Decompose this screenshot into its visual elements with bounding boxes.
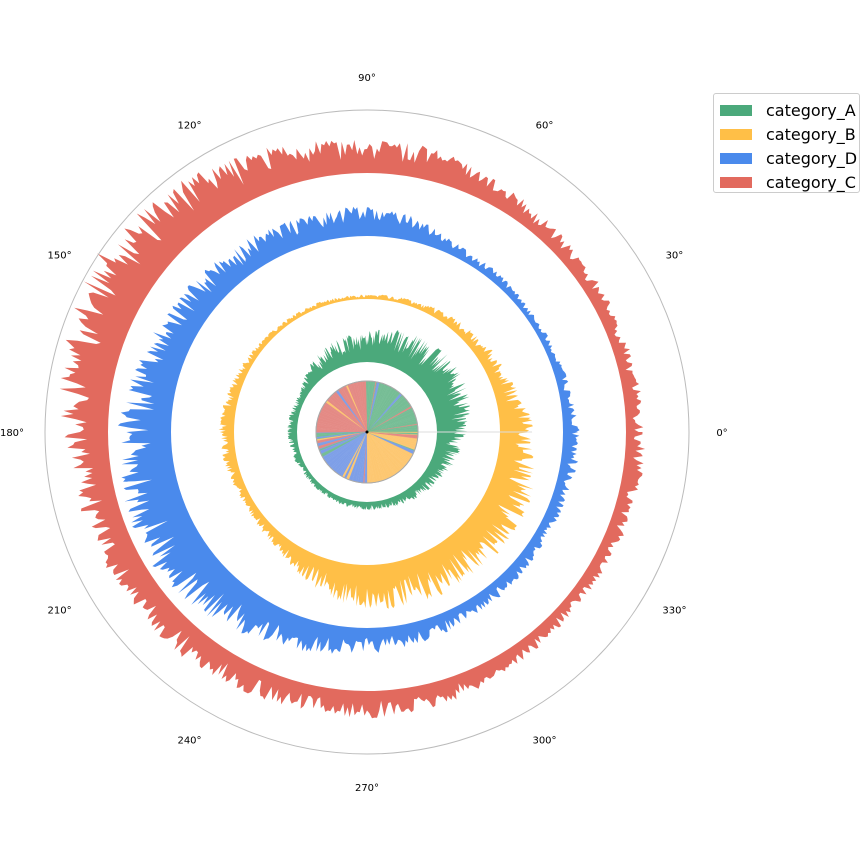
angle-tick-label: 270° (355, 783, 379, 794)
legend-swatch (720, 176, 752, 188)
angle-tick-label: 240° (177, 735, 201, 746)
angle-tick-label: 300° (532, 735, 556, 746)
legend-swatch (720, 128, 752, 140)
legend-label: category_C (766, 172, 856, 192)
angle-tick-label: 180° (0, 428, 24, 439)
legend-item: category_C (720, 170, 859, 194)
angle-tick-label: 150° (48, 251, 72, 262)
angle-tick-label: 30° (666, 251, 684, 262)
legend: category_A category_B category_D categor… (713, 93, 860, 193)
legend-item: category_D (720, 146, 859, 170)
legend-swatch (720, 104, 752, 116)
legend-label: category_D (766, 148, 858, 168)
pie-center (365, 430, 369, 434)
legend-label: category_B (766, 124, 856, 144)
legend-item: category_B (720, 122, 859, 146)
angle-tick-label: 210° (48, 606, 72, 617)
ring-category_A (287, 329, 470, 511)
outer-frame (44, 109, 690, 755)
angle-tick-label: 120° (177, 121, 201, 132)
legend-label: category_A (766, 100, 856, 120)
angle-tick-label: 330° (662, 606, 686, 617)
angle-tick-label: 90° (358, 73, 376, 84)
angle-tick-label: 60° (536, 121, 554, 132)
pie-outline (315, 380, 419, 484)
angle-tick-label: 0° (716, 428, 727, 439)
legend-swatch (720, 152, 752, 164)
legend-item: category_A (720, 98, 859, 122)
